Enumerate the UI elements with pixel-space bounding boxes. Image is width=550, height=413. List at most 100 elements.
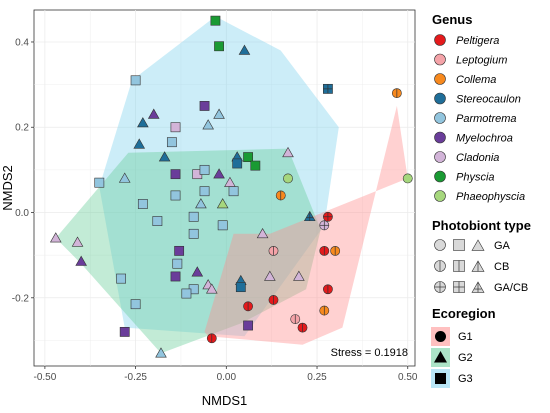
x-axis-ticks: -0.50 -0.25 0.00 0.25 0.50 — [33, 366, 418, 383]
point-parmotrema — [228, 186, 239, 197]
point-peltigera — [268, 295, 279, 305]
marker-shape — [232, 158, 243, 169]
marker-shape — [250, 160, 261, 171]
marker-shape — [434, 239, 446, 251]
marker-shape — [191, 266, 204, 277]
legend-genus-label: Peltigera — [456, 35, 499, 47]
point-physcia — [243, 152, 253, 162]
point-collema — [319, 305, 330, 316]
point-stereocaulon — [232, 158, 243, 169]
x-tick-label: 0.25 — [307, 372, 327, 383]
point-parmotrema — [202, 119, 214, 130]
point-myelochroa — [119, 326, 130, 337]
marker-shape — [181, 288, 192, 299]
legend-genus-label: Collema — [456, 74, 496, 86]
point-parmotrema — [155, 347, 167, 358]
legend-photobiont-title: Photobiont type — [432, 218, 531, 233]
point-cladonia — [293, 270, 305, 281]
marker-shape — [210, 15, 221, 26]
legend-genus-label: Parmotrema — [456, 113, 517, 125]
legend-genus-label: Myelochroa — [456, 133, 513, 145]
marker-shape — [199, 186, 210, 197]
point-myelochroa — [191, 266, 204, 277]
legend-photobiont-label: GA/CB — [494, 282, 528, 294]
point-phaeophyscia — [283, 173, 293, 184]
legend-genus-label: Leptogium — [456, 55, 507, 67]
marker-shape — [130, 299, 141, 310]
point-physcia — [214, 41, 224, 52]
legend-photobiont-items: GA CB GA/CB — [434, 239, 528, 294]
point-myelochroa — [75, 255, 87, 266]
point-parmotrema — [195, 198, 207, 209]
point-peltigera — [319, 245, 330, 256]
legend-ecoregion-marker — [435, 331, 446, 342]
y-axis-title: NMDS2 — [0, 165, 15, 211]
marker-shape — [195, 198, 207, 209]
marker-shape — [217, 220, 228, 231]
legend-genus-key — [434, 73, 446, 85]
legend-ecoregion-label: G3 — [458, 373, 473, 385]
marker-shape — [238, 44, 251, 55]
marker-shape — [133, 138, 146, 149]
legend-photobiont-key-square — [453, 239, 465, 251]
point-peltigera — [206, 333, 217, 344]
y-tick-label: 0.0 — [15, 208, 29, 219]
marker-shape — [214, 41, 224, 52]
marker-shape — [170, 190, 181, 201]
legend-photobiont-key-square — [453, 281, 465, 293]
point-stereocaulon — [137, 117, 149, 128]
marker-shape — [402, 173, 413, 184]
point-stereocaulon — [158, 151, 171, 162]
marker-shape — [213, 168, 225, 179]
marker-shape — [293, 270, 305, 281]
point-cladonia — [256, 227, 269, 239]
y-tick-label: 0.4 — [15, 37, 29, 48]
point-stereocaulon — [323, 83, 333, 94]
marker-shape — [166, 137, 177, 148]
point-parmotrema — [181, 288, 192, 299]
legend-genus-key — [434, 92, 446, 105]
point-myelochroa — [243, 320, 253, 331]
x-tick-label: 0.50 — [398, 372, 418, 383]
point-myelochroa — [199, 101, 210, 111]
legend-genus-items: Peltigera Leptogium Collema Stereocaulon Par… — [434, 34, 525, 203]
marker-shape — [213, 108, 225, 119]
legend-genus-label: Phaeophyscia — [456, 191, 525, 203]
legend-genus-label: Stereocaulon — [456, 94, 521, 106]
point-parmotrema — [199, 164, 210, 175]
point-parmotrema — [188, 211, 199, 222]
legend-ecoregion-marker — [434, 351, 447, 363]
marker-shape — [256, 227, 269, 239]
marker-shape — [170, 271, 181, 282]
point-collema — [275, 190, 286, 201]
marker-shape — [155, 347, 167, 358]
x-tick-label: 0.00 — [217, 372, 237, 383]
legend-genus-key — [434, 131, 446, 144]
point-myelochroa — [213, 168, 225, 179]
marker-shape — [216, 198, 229, 209]
point-stereocaulon — [238, 44, 251, 55]
point-peltigera — [323, 284, 333, 295]
legend-photobiont-key-circle — [434, 239, 446, 251]
marker-shape — [174, 245, 185, 256]
marker-shape — [202, 119, 214, 130]
point-parmotrema — [166, 137, 177, 148]
point-collema — [391, 88, 402, 99]
point-peltigera — [297, 322, 308, 333]
point-cladonia — [282, 146, 294, 158]
marker-shape — [264, 270, 276, 281]
marker-shape — [152, 216, 163, 226]
legend-genus-title: Genus — [432, 12, 472, 27]
legend-genus-label: Physcia — [456, 172, 495, 184]
marker-shape — [199, 101, 210, 111]
legend-photobiont-key-triangle — [471, 281, 485, 293]
point-parmotrema — [137, 199, 148, 209]
marker-shape — [119, 326, 130, 337]
marker-shape — [130, 75, 141, 86]
point-cladonia — [49, 232, 62, 243]
point-parmotrema — [188, 228, 199, 239]
marker-shape — [137, 199, 148, 209]
y-axis-ticks: -0.2 0.0 0.2 0.4 — [12, 37, 34, 304]
point-physcia — [250, 160, 261, 171]
legend-ecoregion-marker — [435, 373, 446, 384]
